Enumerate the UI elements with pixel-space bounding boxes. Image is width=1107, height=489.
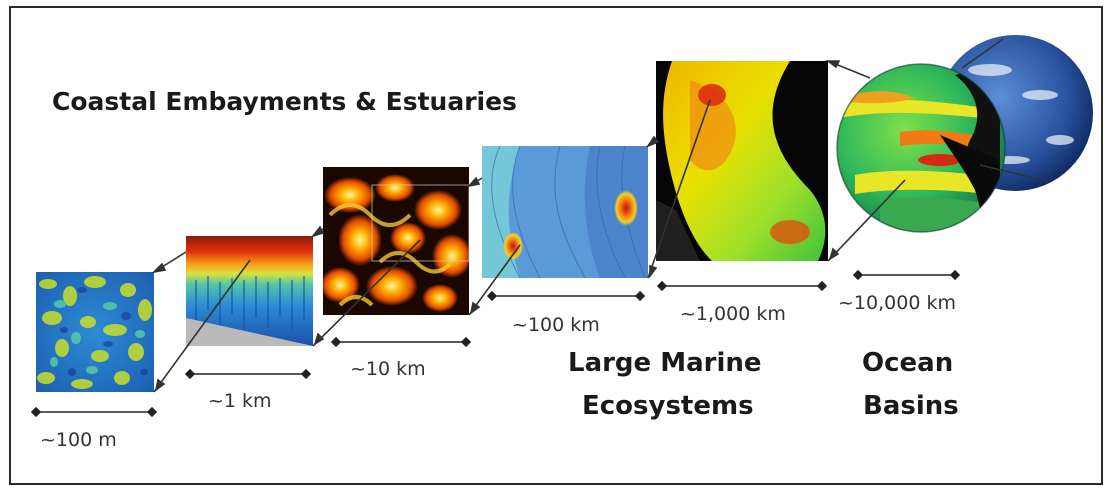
panel-100km-shelf	[482, 146, 648, 278]
scale-label-100m: ~100 m	[40, 429, 117, 451]
label-lme-line1: Large Marine	[568, 348, 762, 378]
label-coastal-embayments: Coastal Embayments & Estuaries	[52, 87, 517, 116]
scale-bar-1000km	[656, 280, 828, 292]
scale-label-1km: ~1 km	[208, 390, 272, 412]
label-lme-line2: Ecosystems	[582, 391, 754, 421]
label-ocean-line2: Basins	[863, 391, 959, 421]
connector-lines	[151, 38, 1051, 393]
scale-bar-10000km	[852, 269, 961, 281]
scale-bar-100km	[486, 290, 646, 302]
panel-100m-turbulence	[36, 272, 154, 392]
scale-bar-100m	[30, 406, 158, 418]
panel-1km-water-column	[186, 236, 313, 346]
scale-bar-1km	[184, 368, 312, 380]
label-ocean-line1: Ocean	[862, 348, 953, 378]
scale-label-1000km: ~1,000 km	[680, 303, 786, 325]
panel-1000km-lme	[656, 61, 828, 261]
scale-bars	[30, 269, 961, 418]
scale-label-100km: ~100 km	[512, 314, 600, 336]
scale-label-10km: ~10 km	[350, 358, 426, 380]
scale-bar-10km	[330, 336, 472, 348]
panel-10km-eddies	[323, 167, 469, 315]
globe-sst	[836, 63, 1006, 233]
scale-label-10000km: ~10,000 km	[838, 292, 956, 314]
